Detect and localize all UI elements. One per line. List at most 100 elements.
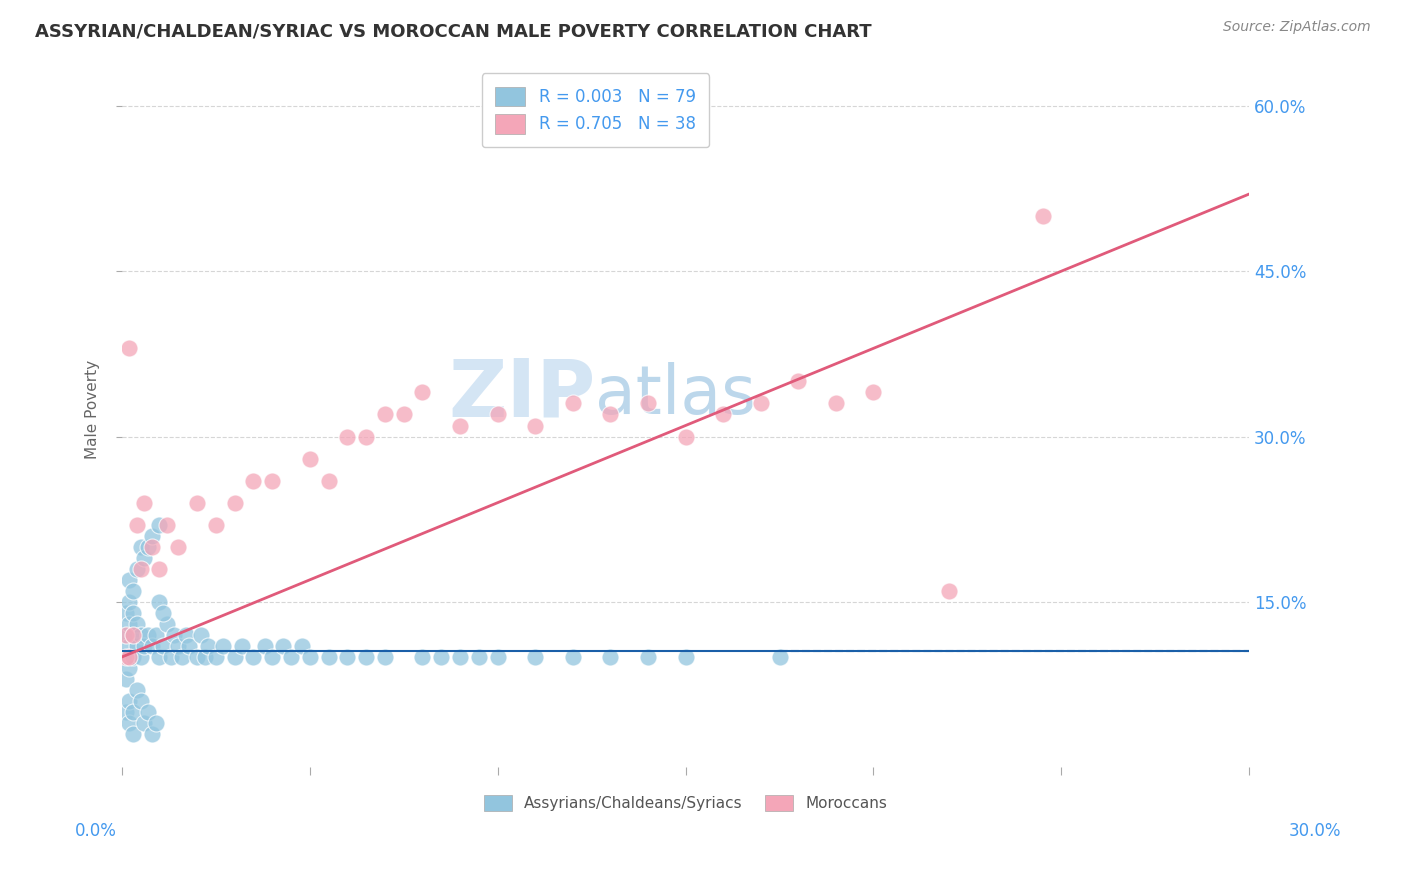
Point [141, 529, 163, 543]
Point [118, 573, 141, 587]
Point [145, 628, 167, 642]
Point [242, 650, 264, 665]
Point [163, 628, 186, 642]
Point [204, 650, 226, 665]
Point [167, 639, 190, 653]
Y-axis label: Male Poverty: Male Poverty [86, 359, 100, 458]
Point [152, 606, 174, 620]
Point [749, 396, 772, 410]
Point [141, 727, 163, 741]
Point [134, 716, 156, 731]
Point [174, 628, 197, 642]
Point [298, 650, 321, 665]
Point [242, 474, 264, 488]
Point [224, 496, 246, 510]
Point [125, 616, 148, 631]
Point [468, 650, 491, 665]
Point [114, 606, 136, 620]
Point [186, 650, 208, 665]
Point [449, 650, 471, 665]
Point [118, 650, 141, 665]
Point [486, 408, 509, 422]
Point [118, 342, 141, 356]
Point [336, 429, 359, 443]
Point [148, 595, 170, 609]
Point [125, 562, 148, 576]
Point [118, 694, 141, 708]
Point [374, 408, 396, 422]
Point [298, 451, 321, 466]
Point [411, 385, 433, 400]
Point [118, 639, 141, 653]
Point [204, 517, 226, 532]
Legend: Assyrians/Chaldeans/Syriacs, Moroccans: Assyrians/Chaldeans/Syriacs, Moroccans [478, 789, 893, 817]
Point [524, 650, 547, 665]
Point [675, 429, 697, 443]
Point [118, 716, 141, 731]
Point [197, 639, 219, 653]
Point [129, 650, 152, 665]
Point [862, 385, 884, 400]
Point [129, 562, 152, 576]
Point [141, 540, 163, 554]
Point [430, 650, 453, 665]
Point [318, 474, 340, 488]
Point [114, 650, 136, 665]
Point [374, 650, 396, 665]
Point [392, 408, 415, 422]
Point [212, 639, 235, 653]
Point [449, 418, 471, 433]
Point [134, 496, 156, 510]
Point [253, 639, 276, 653]
Text: ASSYRIAN/CHALDEAN/SYRIAC VS MOROCCAN MALE POVERTY CORRELATION CHART: ASSYRIAN/CHALDEAN/SYRIAC VS MOROCCAN MAL… [35, 22, 872, 40]
Point [118, 595, 141, 609]
Point [114, 650, 136, 665]
Point [118, 616, 141, 631]
Point [114, 705, 136, 719]
Text: atlas: atlas [595, 361, 756, 427]
Point [637, 396, 659, 410]
Point [524, 418, 547, 433]
Point [122, 628, 145, 642]
Point [224, 650, 246, 665]
Point [134, 639, 156, 653]
Point [190, 628, 212, 642]
Point [134, 550, 156, 565]
Point [145, 716, 167, 731]
Point [675, 650, 697, 665]
Point [262, 650, 284, 665]
Point [136, 628, 159, 642]
Point [280, 650, 302, 665]
Point [114, 672, 136, 686]
Point [291, 639, 314, 653]
Text: 0.0%: 0.0% [75, 822, 117, 840]
Text: Source: ZipAtlas.com: Source: ZipAtlas.com [1223, 20, 1371, 34]
Point [486, 650, 509, 665]
Point [318, 650, 340, 665]
Point [768, 650, 790, 665]
Point [167, 540, 190, 554]
Point [273, 639, 295, 653]
Point [599, 650, 621, 665]
Point [825, 396, 848, 410]
Point [122, 606, 145, 620]
Point [148, 650, 170, 665]
Point [938, 583, 960, 598]
Point [354, 650, 377, 665]
Point [122, 583, 145, 598]
Point [125, 683, 148, 698]
Point [118, 661, 141, 675]
Point [787, 375, 810, 389]
Point [125, 639, 148, 653]
Point [129, 628, 152, 642]
Point [152, 639, 174, 653]
Point [129, 540, 152, 554]
Point [1032, 209, 1054, 223]
Point [159, 650, 181, 665]
Point [141, 639, 163, 653]
Point [354, 429, 377, 443]
Point [148, 562, 170, 576]
Point [136, 705, 159, 719]
Point [711, 408, 734, 422]
Point [122, 650, 145, 665]
